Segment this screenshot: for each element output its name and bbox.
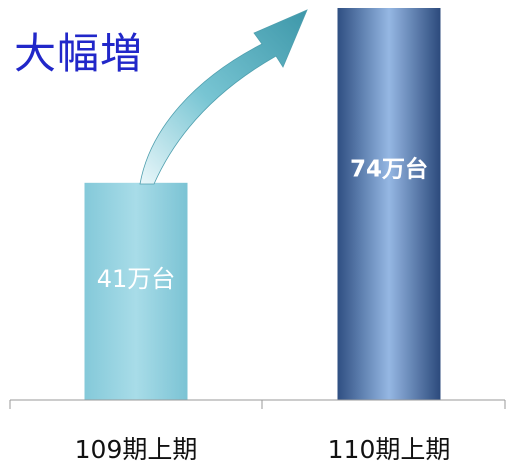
category-label-1: 109期上期 (75, 435, 198, 464)
bars-layer (84, 8, 441, 400)
growth-arrow-icon (139, 9, 308, 185)
bar-2 (337, 8, 441, 400)
labels-layer: 41万台 109期上期 74万台 110期上期 (75, 156, 451, 464)
data-label-2: 74万台 (350, 156, 428, 183)
chart-heading: 大幅増 (14, 29, 144, 78)
category-label-2: 110期上期 (328, 435, 451, 464)
bar-1 (84, 182, 188, 400)
data-label-1: 41万台 (97, 265, 176, 293)
